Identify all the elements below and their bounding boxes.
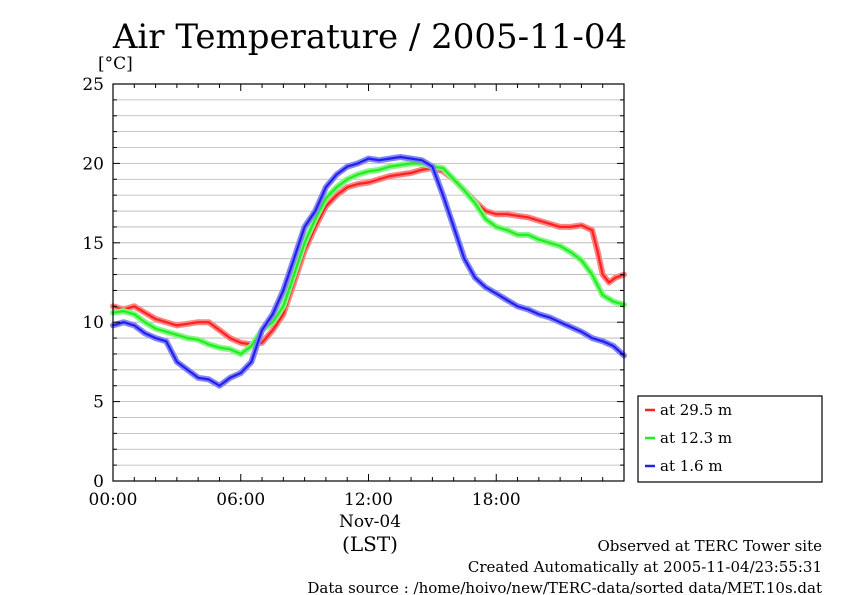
y-tick-label: 0 xyxy=(93,472,104,492)
y-tick-label: 10 xyxy=(82,313,104,333)
footer-created: Created Automatically at 2005-11-04/23:5… xyxy=(468,558,822,576)
series-layer xyxy=(110,154,627,389)
footer-observed: Observed at TERC Tower site xyxy=(597,537,822,555)
y-tick-label: 20 xyxy=(82,154,104,174)
legend-label-2: at 12.3 m xyxy=(660,429,732,447)
legend: at 29.5 m at 12.3 m at 1.6 m xyxy=(637,395,823,483)
y-tick-label: 25 xyxy=(82,75,104,95)
x-tick-label: 18:00 xyxy=(472,490,521,510)
series-line-3 xyxy=(111,155,626,387)
y-tick-label: 5 xyxy=(93,393,104,413)
legend-box xyxy=(637,395,823,483)
series-line-2 xyxy=(111,162,626,356)
legend-label-3: at 1.6 m xyxy=(660,457,723,475)
y-tick-label: 15 xyxy=(82,234,104,254)
x-tick-label: 06:00 xyxy=(216,490,265,510)
grid-lines xyxy=(113,99,624,466)
x-tick-labels: 00:00 06:00 12:00 18:00 xyxy=(89,490,521,510)
plot-frame xyxy=(112,83,625,482)
tick-marks xyxy=(112,83,625,482)
y-axis-label: [°C] xyxy=(98,54,133,74)
x-tick-label: 00:00 xyxy=(89,490,138,510)
y-tick-labels: 0 5 10 15 20 25 xyxy=(82,75,104,492)
series-band-3 xyxy=(110,154,627,389)
x-axis-label: (LST) xyxy=(342,532,398,556)
footer-data-source: Data source : /home/hoivo/new/TERC-data/… xyxy=(307,579,822,595)
legend-items: at 29.5 m at 12.3 m at 1.6 m xyxy=(645,401,732,475)
chart-title: Air Temperature / 2005-11-04 xyxy=(112,17,627,57)
legend-label-1: at 29.5 m xyxy=(660,401,732,419)
x-date-label: Nov-04 xyxy=(339,512,401,532)
series-line-1 xyxy=(111,167,626,346)
x-tick-label: 12:00 xyxy=(344,490,393,510)
